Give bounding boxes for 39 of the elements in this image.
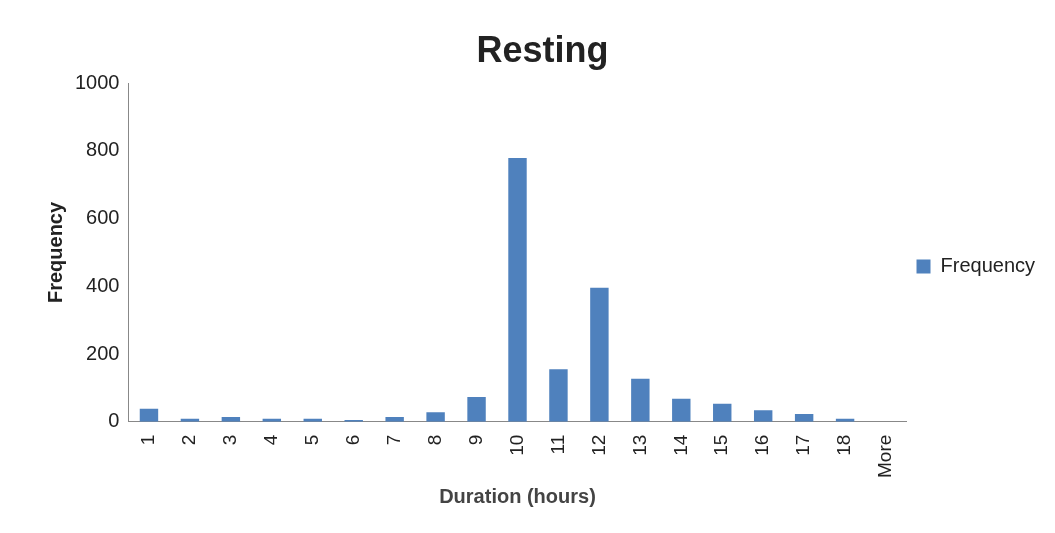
x-tick-label: 13 [628,434,650,456]
bar [426,412,445,422]
x-tick-label: 10 [505,434,527,456]
y-tick-label: 0 [108,409,120,432]
bar [713,403,732,422]
y-tick-label: 800 [86,138,120,161]
bar [672,398,691,422]
y-axis-title: Frequency [43,201,66,304]
y-tick-label: 400 [86,273,120,296]
x-tick-label: 11 [546,434,568,455]
x-tick-label: 17 [792,434,814,456]
x-tick-label: 6 [341,434,363,446]
y-tick-label: 1000 [74,70,120,93]
x-tick-label: 12 [587,434,609,456]
x-tick-label: 15 [710,434,732,456]
bar [508,158,527,422]
x-tick-label: 1 [137,434,159,446]
y-tick-label: 600 [86,206,120,229]
x-tick-label: 7 [382,434,404,446]
x-tick-label: 4 [260,434,282,446]
bar [631,378,650,422]
x-tick-label: 5 [300,434,322,446]
x-tick-label: 16 [751,434,773,456]
x-tick-label: 3 [219,434,241,446]
bar [753,410,773,422]
chart-title: Resting [476,28,609,70]
x-tick-label: More [874,434,896,479]
x-tick-label: 14 [669,434,691,456]
x-tick-label: 18 [833,434,855,456]
y-tick-label: 200 [86,341,120,364]
x-tick-label: 9 [464,434,486,446]
x-axis-title: Duration (hours) [439,484,596,507]
bar [467,397,486,422]
bar [549,369,568,422]
bar [590,287,609,422]
x-tick-label: 2 [178,434,200,446]
bar [139,408,159,422]
x-tick-label: 8 [423,434,445,446]
legend-label: Frequency [940,254,1036,277]
